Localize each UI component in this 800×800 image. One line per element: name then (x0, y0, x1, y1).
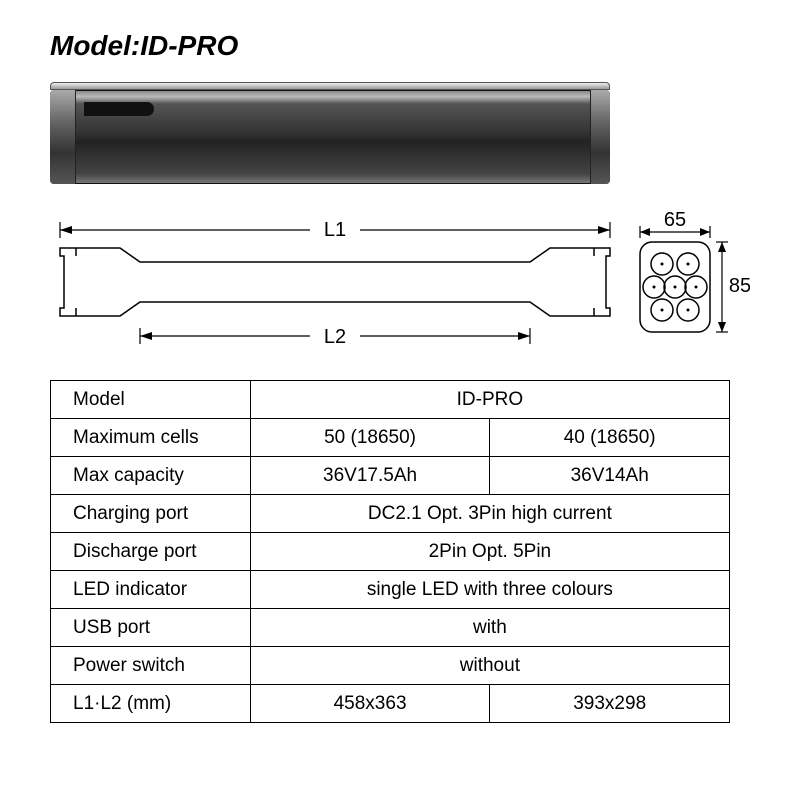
dim-L1: L1 (324, 219, 346, 241)
row-label: LED indicator (51, 571, 251, 609)
dim-L2: L2 (324, 326, 346, 348)
dim-width: 65 (664, 212, 686, 231)
row-value-left: 36V17.5Ah (250, 457, 490, 495)
row-label: Power switch (51, 647, 251, 685)
row-label: Discharge port (51, 533, 251, 571)
table-row: Maximum cells50 (18650)40 (18650) (51, 419, 730, 457)
row-value: 2Pin Opt. 5Pin (250, 533, 729, 571)
row-label: USB port (51, 609, 251, 647)
table-row: Charging portDC2.1 Opt. 3Pin high curren… (51, 495, 730, 533)
row-label: L1·L2 (mm) (51, 685, 251, 723)
row-label: Charging port (51, 495, 251, 533)
title-model: ID-PRO (140, 30, 238, 61)
table-row: Power switchwithout (51, 647, 730, 685)
row-value: ID-PRO (250, 381, 729, 419)
row-value-right: 40 (18650) (490, 419, 730, 457)
battery-render (50, 82, 610, 192)
row-value-left: 50 (18650) (250, 419, 490, 457)
spec-table: ModelID-PROMaximum cells50 (18650)40 (18… (50, 380, 730, 723)
table-row: LED indicatorsingle LED with three colou… (51, 571, 730, 609)
row-label: Model (51, 381, 251, 419)
page-title: Model:ID-PRO (50, 30, 750, 62)
row-value: DC2.1 Opt. 3Pin high current (250, 495, 729, 533)
row-value: single LED with three colours (250, 571, 729, 609)
row-value-left: 458x363 (250, 685, 490, 723)
table-row: Discharge port2Pin Opt. 5Pin (51, 533, 730, 571)
row-label: Max capacity (51, 457, 251, 495)
title-prefix: Model: (50, 30, 140, 61)
dim-height: 85 (729, 275, 750, 297)
table-row: USB portwith (51, 609, 730, 647)
row-value-right: 393x298 (490, 685, 730, 723)
row-value-right: 36V14Ah (490, 457, 730, 495)
row-value: without (250, 647, 729, 685)
table-row: ModelID-PRO (51, 381, 730, 419)
table-row: Max capacity36V17.5Ah36V14Ah (51, 457, 730, 495)
row-value: with (250, 609, 729, 647)
diagram-area: L1 L2 65 85 (50, 82, 750, 362)
table-row: L1·L2 (mm)458x363393x298 (51, 685, 730, 723)
spec-table-body: ModelID-PROMaximum cells50 (18650)40 (18… (51, 381, 730, 723)
dimension-drawing: L1 L2 65 85 (50, 212, 750, 372)
row-label: Maximum cells (51, 419, 251, 457)
